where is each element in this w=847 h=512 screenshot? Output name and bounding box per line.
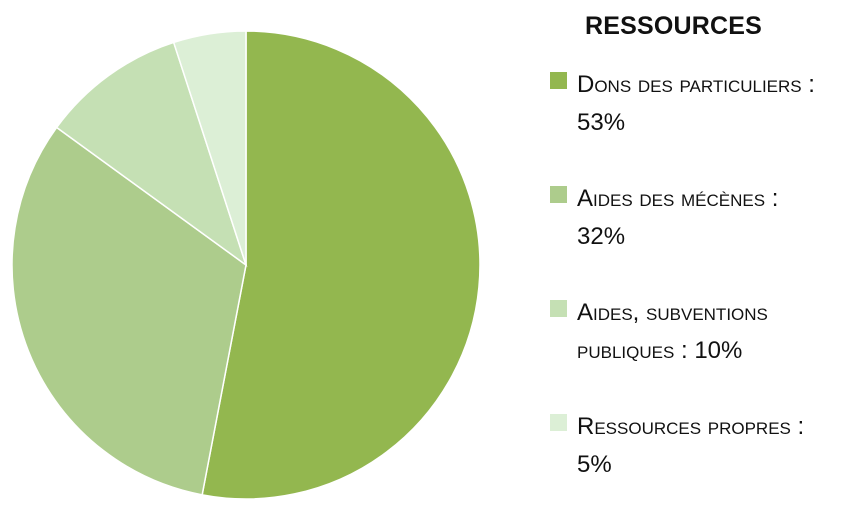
legend-swatch [550, 300, 567, 317]
pie-slice-2 [11, 126, 247, 496]
legend-label-text: Ressources propres : [577, 413, 805, 440]
legend-swatch [550, 414, 567, 431]
pie-slice-3 [55, 41, 248, 267]
legend-label: Aides, subventions publiques : 10% [577, 294, 839, 370]
legend: RESSOURCES Dons des particuliers : 53% A… [550, 0, 840, 512]
legend-value: 32% [577, 223, 626, 250]
legend-value: 53% [577, 109, 626, 136]
pie-slice-4 [172, 30, 247, 266]
legend-label-text: Dons des particuliers : [577, 71, 815, 98]
legend-value: 10% [694, 337, 743, 364]
legend-label: Ressources propres : 5% [577, 408, 839, 484]
legend-title: RESSOURCES [585, 12, 763, 40]
legend-label-text: Aides des mécènes : [577, 185, 779, 212]
legend-swatch [550, 72, 567, 89]
legend-label: Dons des particuliers : 53% [577, 66, 839, 142]
pie-slice-1 [201, 30, 481, 500]
legend-value: 5% [577, 451, 612, 478]
legend-label-text: Aides, subventions publiques : [577, 299, 768, 364]
legend-swatch [550, 186, 567, 203]
pie-chart [11, 30, 481, 500]
legend-label: Aides des mécènes : 32% [577, 180, 839, 256]
